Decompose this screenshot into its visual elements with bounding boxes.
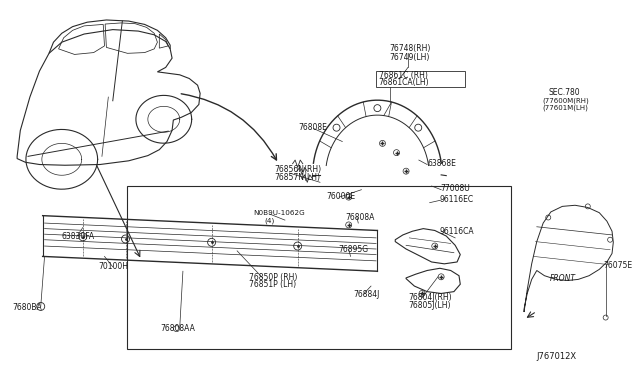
Text: 96116CA: 96116CA: [440, 227, 474, 237]
Text: 76808E: 76808E: [298, 123, 327, 132]
Text: FRONT: FRONT: [550, 274, 575, 283]
Text: 76884J: 76884J: [353, 290, 380, 299]
Text: 76075E: 76075E: [603, 261, 632, 270]
Text: (77601M(LH): (77601M(LH): [542, 105, 588, 112]
Text: (4): (4): [264, 218, 274, 224]
Text: 76808AA: 76808AA: [161, 324, 195, 333]
Text: 76808A: 76808A: [346, 213, 375, 222]
Text: SEC.780: SEC.780: [548, 88, 580, 97]
Text: 76749(LH): 76749(LH): [389, 53, 429, 62]
Text: 76895G: 76895G: [338, 245, 368, 254]
Text: 7680BA: 7680BA: [13, 303, 42, 312]
Text: 76805J(LH): 76805J(LH): [408, 301, 451, 310]
Text: 76857N(LH): 76857N(LH): [274, 173, 320, 182]
Text: 76000E: 76000E: [326, 192, 355, 201]
Text: 77008U: 77008U: [440, 184, 470, 193]
Text: (77600M(RH): (77600M(RH): [542, 97, 589, 104]
Text: 76861C (RH): 76861C (RH): [379, 71, 428, 80]
Text: 76850P (RH): 76850P (RH): [248, 273, 297, 282]
Text: 76856N(RH): 76856N(RH): [274, 165, 321, 174]
Bar: [127, 186, 511, 349]
Bar: [376, 71, 465, 87]
Text: 76851P (LH): 76851P (LH): [248, 280, 296, 289]
Text: 63830FA: 63830FA: [62, 232, 95, 241]
Text: 76804J(RH): 76804J(RH): [408, 294, 452, 302]
Text: 76861CA(LH): 76861CA(LH): [379, 78, 429, 87]
Text: 96116EC: 96116EC: [440, 195, 474, 204]
Text: N0B9U-1062G: N0B9U-1062G: [253, 210, 305, 216]
Text: J767012X: J767012X: [537, 352, 577, 361]
Text: 76748(RH): 76748(RH): [389, 44, 430, 52]
Text: 70100H: 70100H: [98, 262, 128, 271]
Text: 63868E: 63868E: [427, 159, 456, 168]
